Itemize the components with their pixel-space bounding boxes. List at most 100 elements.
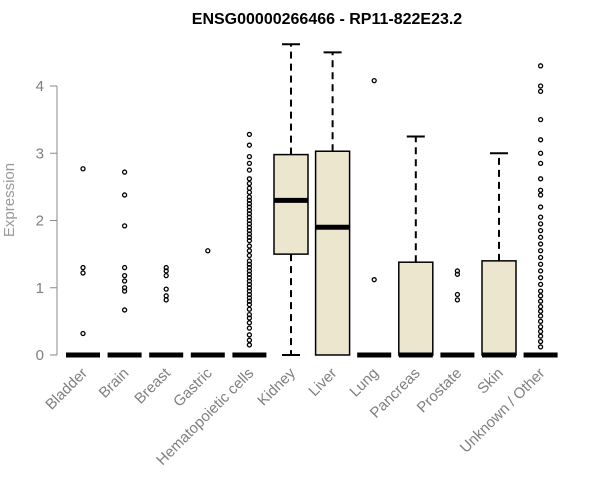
box-group [357, 77, 392, 358]
outlier-point [454, 297, 461, 303]
box-group [523, 63, 558, 358]
outlier-point [537, 227, 544, 234]
outlier-point [163, 272, 169, 279]
box-body [398, 261, 434, 356]
outlier-point [537, 150, 544, 156]
box-group [440, 268, 475, 358]
outlier-point [537, 116, 544, 123]
outlier-point [163, 286, 169, 292]
outlier-point [121, 192, 128, 198]
outlier-point [537, 338, 544, 345]
x-tick-label: Prostate [414, 365, 466, 417]
box-group [232, 131, 267, 358]
outlier-point [246, 142, 253, 148]
box-body [314, 150, 351, 356]
outlier-point [246, 337, 253, 343]
outlier-point [537, 298, 544, 304]
outlier-point [537, 318, 544, 325]
y-axis: 0 1 2 3 4 [36, 78, 58, 364]
outlier-point [454, 271, 461, 277]
outlier-point [163, 268, 169, 274]
box-group [398, 135, 434, 358]
outlier-point [246, 243, 253, 249]
outlier-point [121, 278, 128, 284]
outlier-point [246, 315, 253, 321]
outlier-point [246, 160, 253, 166]
x-tick-label: Kidney [254, 364, 299, 409]
outlier-point [121, 307, 128, 313]
outlier-point [537, 261, 544, 267]
outlier-point [246, 189, 253, 195]
outlier-point [537, 221, 544, 227]
outlier-point [537, 83, 544, 89]
outlier-point [537, 308, 544, 314]
outlier-point [121, 264, 128, 271]
y-tick-label: 1 [36, 280, 44, 297]
outlier-point [371, 277, 377, 283]
box-group [149, 264, 184, 358]
outlier-point [246, 252, 253, 259]
outlier-point [537, 187, 544, 193]
outlier-point [537, 137, 544, 143]
outlier-point [246, 176, 253, 182]
boxes-layer [66, 43, 558, 358]
box-body [273, 153, 309, 255]
outlier-point [537, 192, 544, 198]
outlier-point [80, 166, 86, 172]
outlier-point [121, 169, 128, 175]
chart-title: ENSG00000266466 - RP11-822E23.2 [192, 11, 463, 28]
x-tick-label: Brain [96, 365, 133, 402]
outlier-point [121, 272, 128, 279]
outlier-point [537, 241, 544, 247]
x-tick-label: Breast [131, 364, 174, 407]
outlier-point [246, 180, 253, 187]
outlier-point [537, 63, 544, 69]
outlier-point [537, 176, 544, 182]
outlier-point [246, 306, 253, 312]
outlier-point [537, 288, 544, 294]
outlier-point [537, 204, 544, 210]
outlier-point [537, 303, 544, 310]
outlier-point [537, 344, 544, 350]
x-tick-label: Skin [474, 365, 507, 398]
outlier-point [537, 293, 544, 299]
outlier-point [537, 254, 544, 261]
outlier-point [537, 324, 544, 330]
y-tick-label: 3 [36, 145, 44, 162]
box-group [107, 169, 142, 358]
y-tick-label: 2 [36, 213, 44, 230]
outlier-point [537, 88, 544, 95]
outlier-point [246, 238, 253, 244]
outlier-point [163, 297, 169, 303]
outlier-point [537, 281, 544, 288]
outlier-point [537, 333, 544, 339]
outlier-point [246, 248, 253, 254]
outlier-point [246, 153, 253, 160]
x-tick-label: Bladder [42, 365, 91, 414]
outlier-point [121, 223, 128, 229]
box-group [314, 51, 351, 356]
outlier-point [246, 332, 253, 338]
box-group [66, 166, 100, 358]
outlier-point [537, 160, 544, 166]
outlier-point [537, 313, 544, 319]
y-axis-label: Expression [1, 163, 18, 237]
outlier-point [537, 268, 544, 274]
outlier-point [80, 270, 86, 276]
outlier-point [537, 234, 544, 240]
outlier-point [454, 291, 461, 298]
outlier-point [205, 248, 211, 254]
outlier-point [80, 330, 86, 337]
outlier-point [246, 325, 253, 331]
outlier-point [246, 320, 253, 326]
y-tick-label: 4 [36, 78, 44, 95]
outlier-point [537, 248, 544, 254]
outlier-point [121, 288, 128, 294]
x-tick-label: Lung [346, 365, 382, 401]
outlier-point [537, 214, 544, 220]
outlier-point [537, 328, 544, 335]
outlier-point [371, 77, 377, 84]
y-tick-label: 0 [36, 347, 44, 364]
outlier-point [246, 342, 253, 348]
